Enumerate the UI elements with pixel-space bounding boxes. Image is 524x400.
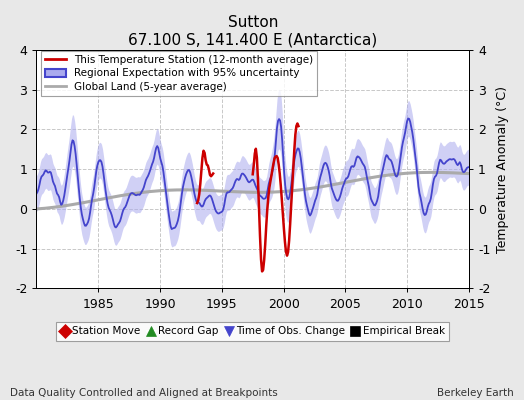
Text: Berkeley Earth: Berkeley Earth [437,388,514,398]
Y-axis label: Temperature Anomaly (°C): Temperature Anomaly (°C) [496,86,509,253]
Text: Data Quality Controlled and Aligned at Breakpoints: Data Quality Controlled and Aligned at B… [10,388,278,398]
Legend: Station Move, Record Gap, Time of Obs. Change, Empirical Break: Station Move, Record Gap, Time of Obs. C… [57,322,449,341]
Title: Sutton
67.100 S, 141.400 E (Antarctica): Sutton 67.100 S, 141.400 E (Antarctica) [128,15,377,47]
